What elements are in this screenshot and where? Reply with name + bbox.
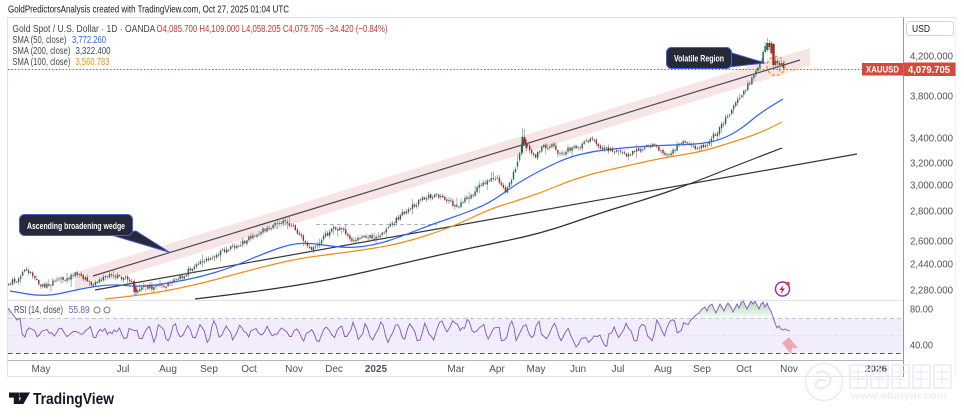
svg-text:3,000.000: 3,000.000 xyxy=(910,180,953,192)
svg-text:Aug: Aug xyxy=(654,364,672,375)
svg-text:Gold Spot / U.S. Dollar · 1D ·: Gold Spot / U.S. Dollar · 1D · OANDA xyxy=(12,24,155,35)
svg-text:RSI (14, close): RSI (14, close) xyxy=(14,305,63,316)
svg-text:Oct: Oct xyxy=(241,364,257,375)
svg-text:SMA (200, close): SMA (200, close) xyxy=(12,46,70,57)
svg-text:Jul: Jul xyxy=(612,364,625,375)
svg-text:Jun: Jun xyxy=(570,364,586,375)
svg-text:3,322.400: 3,322.400 xyxy=(76,46,111,57)
svg-text:Nov: Nov xyxy=(285,364,303,375)
svg-text:SMA (100, close): SMA (100, close) xyxy=(12,57,70,68)
svg-text:2026: 2026 xyxy=(865,364,888,375)
svg-text:May: May xyxy=(527,364,546,375)
svg-text:40.00: 40.00 xyxy=(910,340,933,352)
svg-text:3,800.000: 3,800.000 xyxy=(910,91,953,103)
svg-text:Sep: Sep xyxy=(200,364,218,375)
svg-text:Jul: Jul xyxy=(117,364,130,375)
svg-text:www.ebaiyin.com: www.ebaiyin.com xyxy=(850,390,947,402)
svg-text:Sep: Sep xyxy=(693,364,711,375)
svg-text:Oct: Oct xyxy=(736,364,752,375)
svg-text:O4,085.700 H4,109.000 L4,058.2: O4,085.700 H4,109.000 L4,058.205 C4,079.… xyxy=(157,24,388,35)
svg-text:May: May xyxy=(32,364,51,375)
svg-text:2,800.000: 2,800.000 xyxy=(910,206,953,218)
svg-text:XAUUSD: XAUUSD xyxy=(866,65,899,76)
svg-text:3,560.783: 3,560.783 xyxy=(76,57,110,68)
svg-text:2025: 2025 xyxy=(365,364,388,375)
svg-text:Volatile Region: Volatile Region xyxy=(674,54,724,65)
svg-text:4,200.000: 4,200.000 xyxy=(910,51,953,63)
svg-text:80.00: 80.00 xyxy=(910,304,933,316)
svg-text:4,079.705: 4,079.705 xyxy=(908,64,950,76)
svg-text:Aug: Aug xyxy=(159,364,177,375)
svg-text:TradingView: TradingView xyxy=(33,391,115,408)
svg-text:3,200.000: 3,200.000 xyxy=(910,158,953,170)
svg-text:Dec: Dec xyxy=(325,364,343,375)
svg-text:USD: USD xyxy=(912,24,930,35)
svg-text:GoldPredictorsAnalysis created: GoldPredictorsAnalysis created with Trad… xyxy=(8,4,289,16)
svg-text:3,772.260: 3,772.260 xyxy=(72,35,106,46)
svg-text:Nov: Nov xyxy=(780,364,798,375)
svg-text:2,600.000: 2,600.000 xyxy=(910,236,953,248)
svg-text:3,400.000: 3,400.000 xyxy=(910,133,953,145)
svg-text:2,280.000: 2,280.000 xyxy=(910,285,953,297)
svg-text:Apr: Apr xyxy=(489,364,505,375)
svg-text:55.89: 55.89 xyxy=(69,305,90,316)
svg-text:Mar: Mar xyxy=(447,364,465,375)
svg-text:SMA (50, close): SMA (50, close) xyxy=(12,35,66,46)
svg-text:2,440.000: 2,440.000 xyxy=(910,259,953,271)
svg-text:Ascending broadening wedge: Ascending broadening wedge xyxy=(27,221,125,232)
